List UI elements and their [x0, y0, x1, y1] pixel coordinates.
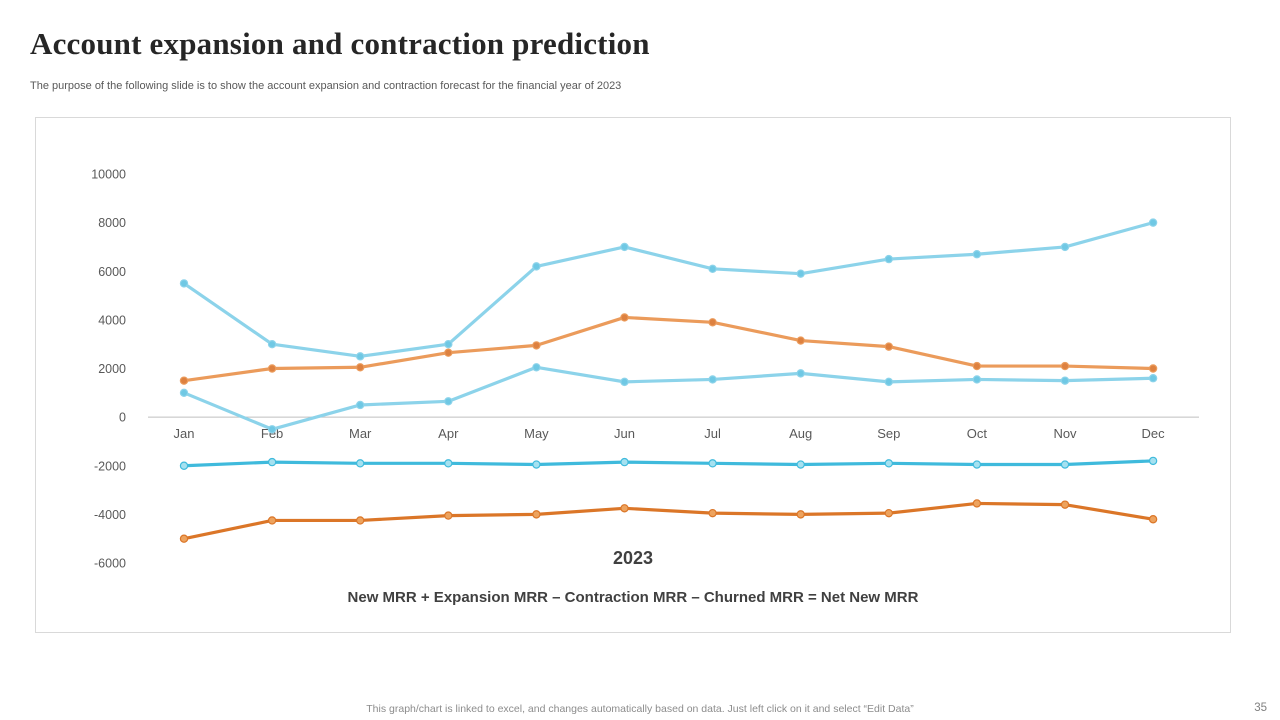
marker-light-blue-upper-line	[1060, 242, 1070, 252]
marker-light-blue-lower-line	[532, 363, 541, 372]
marker-orange-line	[796, 336, 805, 345]
marker-light-blue-lower-line	[1148, 374, 1158, 383]
marker-light-blue-upper-line	[796, 269, 805, 278]
footer-note: This graph/chart is linked to excel, and…	[366, 703, 914, 715]
mrr-line-chart[interactable]: 10000 8000 6000 4000 2000 0 -2000 -4000 -6000 Jan…	[36, 118, 1230, 632]
x-axis-tick-label: Dec	[1142, 426, 1166, 441]
chart-formula-caption: New MRR + Expansion MRR – Contraction MR…	[347, 589, 919, 606]
marker-dark-orange-line	[356, 516, 365, 525]
marker-light-blue-upper-line	[708, 264, 717, 274]
y-axis-tick-label: -2000	[94, 459, 126, 473]
marker-light-blue-lower-line	[356, 400, 365, 410]
marker-teal-line	[179, 461, 189, 470]
marker-dark-orange-line	[1060, 500, 1070, 509]
marker-light-blue-lower-line	[708, 375, 717, 384]
page-title: Account expansion and contraction predic…	[30, 26, 650, 61]
marker-teal-line	[444, 459, 453, 468]
series-dark-orange-line	[182, 501, 1155, 541]
marker-light-blue-lower-line	[267, 425, 277, 434]
marker-light-blue-upper-line	[884, 254, 894, 264]
marker-teal-line	[1060, 460, 1070, 469]
marker-light-blue-upper-line	[267, 339, 277, 349]
marker-dark-orange-line	[179, 534, 189, 543]
embedded-chart-object[interactable]: 10000 8000 6000 4000 2000 0 -2000 -4000 -6000 Jan…	[35, 117, 1231, 633]
marker-orange-line	[444, 348, 453, 357]
marker-light-blue-upper-line	[356, 352, 365, 361]
page-subtitle: The purpose of the following slide is to…	[30, 80, 622, 92]
marker-teal-line	[972, 460, 982, 469]
marker-light-blue-upper-line	[444, 339, 453, 349]
y-axis-tick-label: 6000	[98, 265, 126, 279]
marker-light-blue-lower-line	[1060, 376, 1070, 385]
x-axis-tick-label: Jul	[704, 426, 721, 441]
series-teal-line	[182, 459, 1155, 468]
x-axis-tick-label: Jan	[174, 426, 195, 441]
series-orange-line	[182, 315, 1155, 383]
marker-light-blue-lower-line	[179, 388, 189, 398]
marker-light-blue-lower-line	[796, 369, 805, 378]
marker-orange-line	[620, 313, 629, 322]
marker-orange-line	[1148, 364, 1158, 373]
marker-light-blue-lower-line	[620, 377, 629, 387]
marker-light-blue-upper-line	[532, 262, 541, 271]
marker-teal-line	[620, 457, 629, 467]
marker-dark-orange-line	[1148, 515, 1158, 524]
x-axis-tick-label: Aug	[789, 426, 812, 441]
marker-light-blue-upper-line	[620, 242, 629, 252]
marker-orange-line	[708, 318, 717, 327]
marker-orange-line	[532, 341, 541, 350]
marker-dark-orange-line	[884, 508, 894, 518]
marker-dark-orange-line	[972, 499, 982, 508]
y-axis-tick-label: 4000	[98, 313, 126, 327]
marker-light-blue-upper-line	[972, 250, 982, 259]
x-axis-tick-label: Nov	[1053, 426, 1077, 441]
marker-dark-orange-line	[444, 511, 453, 520]
y-axis-tick-label: 2000	[98, 362, 126, 376]
x-axis-tick-label: Apr	[438, 426, 459, 441]
x-axis-tick-label: May	[524, 426, 549, 441]
marker-teal-line	[267, 457, 277, 467]
series-light-blue-upper-line	[182, 221, 1155, 358]
page-number: 35	[1254, 702, 1267, 714]
marker-orange-line	[356, 363, 365, 372]
marker-teal-line	[884, 459, 894, 468]
y-axis-tick-label: 10000	[91, 168, 126, 182]
x-axis-title: 2023	[612, 548, 654, 568]
x-axis-tick-label: Oct	[967, 426, 988, 441]
marker-orange-line	[179, 376, 189, 385]
marker-teal-line	[532, 460, 541, 469]
x-axis-tick-label: Jun	[614, 426, 635, 441]
marker-dark-orange-line	[620, 504, 629, 513]
y-axis-tick-label: 0	[119, 411, 126, 425]
marker-light-blue-lower-line	[972, 375, 982, 384]
x-axis-tick-label: Mar	[349, 426, 372, 441]
marker-light-blue-upper-line	[179, 279, 189, 288]
marker-teal-line	[1148, 456, 1158, 466]
y-axis-tick-label: -4000	[94, 508, 126, 522]
marker-light-blue-lower-line	[884, 377, 894, 387]
marker-dark-orange-line	[708, 508, 717, 518]
marker-orange-line	[972, 361, 982, 371]
marker-teal-line	[356, 459, 365, 468]
y-axis-tick-label: -6000	[94, 557, 126, 571]
marker-dark-orange-line	[532, 510, 541, 519]
marker-orange-line	[1060, 361, 1070, 371]
marker-dark-orange-line	[796, 510, 805, 519]
marker-light-blue-upper-line	[1148, 218, 1158, 227]
marker-teal-line	[708, 459, 717, 468]
marker-dark-orange-line	[267, 516, 277, 525]
x-axis-tick-label: Feb	[261, 426, 283, 441]
x-axis-tick-label: Sep	[877, 426, 900, 441]
marker-teal-line	[796, 460, 805, 469]
marker-orange-line	[884, 342, 894, 351]
marker-orange-line	[267, 364, 277, 373]
y-axis-tick-label: 8000	[98, 216, 126, 230]
marker-light-blue-lower-line	[444, 397, 453, 406]
series-light-blue-lower-line	[182, 365, 1155, 431]
